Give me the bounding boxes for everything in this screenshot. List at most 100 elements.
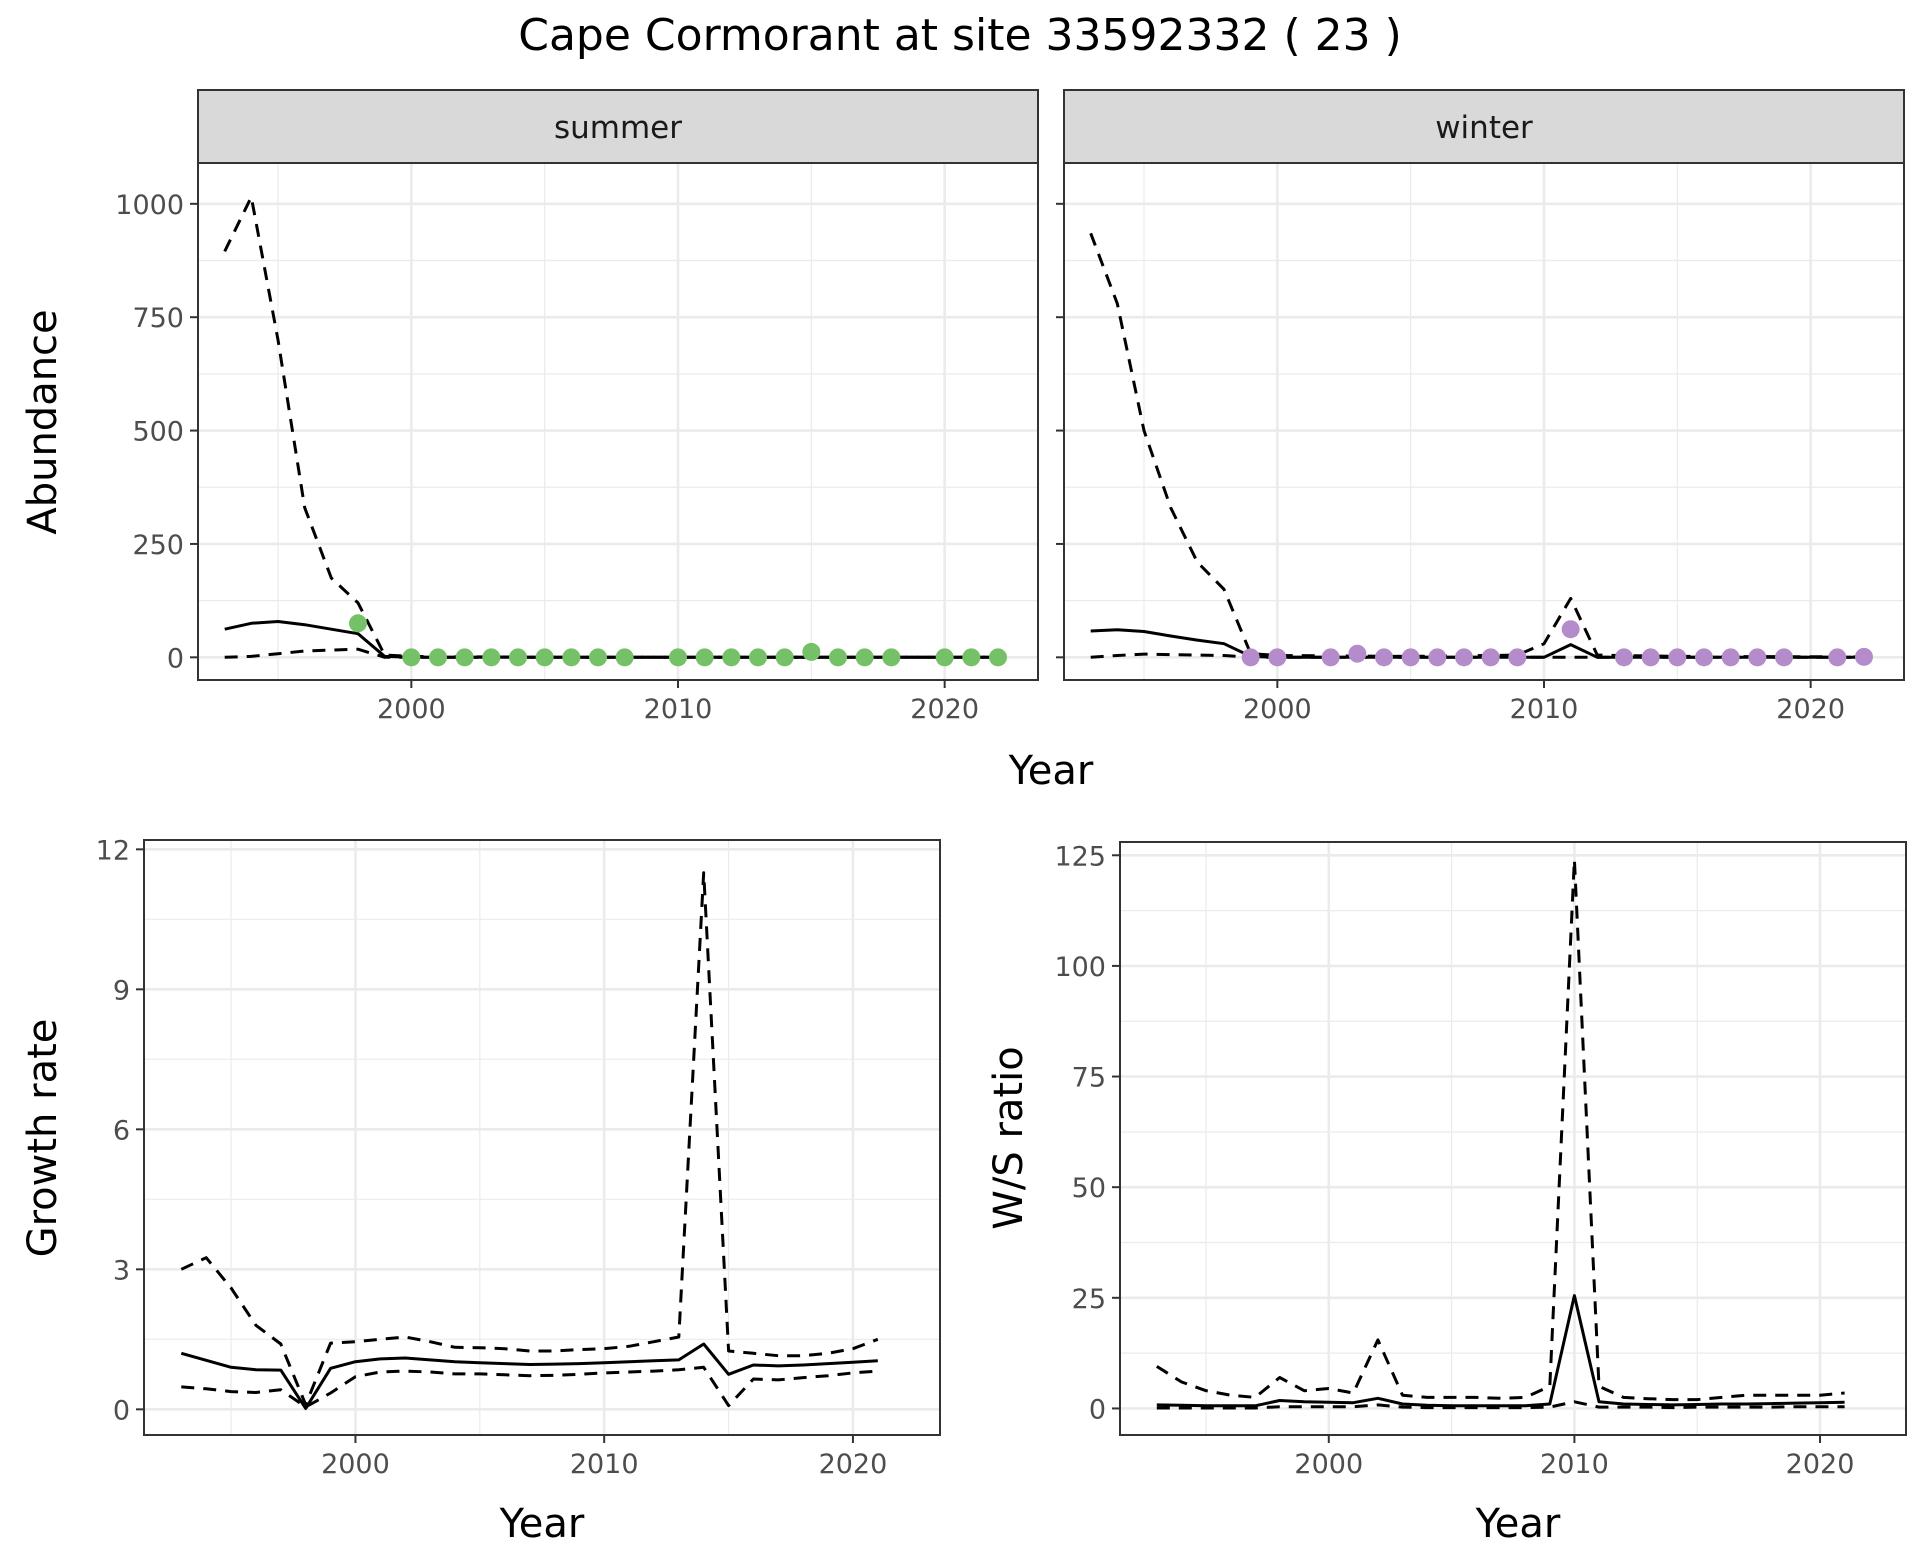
count-point [1401,648,1420,667]
x-tick-label: 2020 [819,1449,888,1480]
count-point [855,648,874,667]
x-axis-title-ratio: Year [1475,1501,1561,1547]
count-point [829,648,847,667]
series-line-estimate [1090,628,1864,659]
series-line-estimate [224,620,998,659]
panel-abundance-winter: winter 2000 2010 2020 [1056,89,1905,725]
count-point [429,648,447,667]
y-tick-label: 125 [1054,841,1106,872]
facet-strip [197,89,1039,164]
panel-border [197,162,1039,681]
y-axis-title-ratio: W/S ratio [986,1046,1032,1229]
y-tick-label: 1000 [115,190,184,221]
count-point [669,648,687,667]
y-tick-label: 12 [96,835,130,866]
count-point [695,648,714,667]
count-point [402,648,421,667]
x-tick-label: 2000 [321,1449,390,1480]
count-point [1561,620,1580,639]
count-point [1428,648,1447,667]
count-point [535,648,554,667]
count-point [1375,648,1393,667]
y-tick-label: 3 [113,1255,130,1286]
count-point [1775,648,1793,667]
y-tick-label: 25 [1072,1284,1106,1315]
count-point [1695,648,1713,667]
panel-abundance-summer: summer 2000 2010 2020 0 250 500 750 1000 [115,89,1039,725]
series-line-lower [1156,1400,1845,1410]
count-point [1668,648,1687,667]
y-tick-label: 100 [1054,952,1106,983]
gridlines [1120,842,1906,1435]
count-point [615,648,634,667]
gridlines [144,840,940,1435]
x-tick-label: 2020 [1786,1449,1855,1480]
series-line-upper [1156,858,1845,1402]
count-point [589,648,607,667]
y-tick-label: 75 [1072,1063,1106,1094]
count-point [775,648,794,667]
facet-label: summer [554,110,682,146]
panel-ratio: 2000 2010 2020 0 25 50 75 100 125 [1054,841,1907,1480]
count-point [1348,644,1367,663]
count-point [1615,648,1633,667]
x-axis-title-growth: Year [499,1501,585,1547]
x-tick-label: 2020 [1776,694,1845,725]
count-point [882,648,901,667]
x-tick-label: 2010 [570,1449,639,1480]
count-point [1241,648,1260,667]
series-line-upper [180,871,879,1407]
y-tick-label: 250 [132,530,184,561]
count-point [802,642,821,661]
count-point [1508,648,1527,667]
count-point [749,648,767,667]
panel-border [1119,841,1907,1436]
y-tick-label: 0 [113,1395,130,1426]
y-tick-label: 0 [167,643,184,674]
x-tick-label: 2000 [1243,694,1312,725]
series-line-upper [223,195,998,659]
y-tick-label: 50 [1072,1173,1106,1204]
panel-border [143,839,941,1436]
x-tick-label: 2010 [644,694,713,725]
panel-growth: 2000 2010 2020 0 3 6 9 12 [96,835,941,1480]
x-tick-label: 2010 [1540,1449,1609,1480]
y-axis-title-growth: Growth rate [20,1019,66,1258]
series-line-upper [1089,232,1865,659]
y-tick-label: 9 [113,975,130,1006]
count-point [562,648,581,667]
y-tick-label: 750 [132,303,184,334]
count-point [1455,648,1473,667]
panel-border [1063,162,1905,681]
count-point [935,648,954,667]
y-tick-label: 500 [132,417,184,448]
series-line-estimate [180,1342,878,1410]
x-axis-title-top: Year [1008,748,1094,794]
count-point [1481,648,1500,667]
gridlines [1064,163,1904,680]
y-tick-label: 6 [113,1115,130,1146]
count-point [509,648,527,667]
count-point [962,648,981,667]
facet-strip [1063,89,1905,164]
x-tick-label: 2000 [1294,1449,1363,1480]
count-point [1268,648,1287,667]
series-line-lower [181,1365,878,1409]
count-point [1641,648,1660,667]
count-point [1855,647,1873,666]
count-point [989,648,1007,667]
count-point [455,648,474,667]
x-tick-label: 2000 [377,694,446,725]
count-point [482,648,501,667]
y-axis-title-abundance: Abundance [20,309,66,534]
count-point [1828,648,1847,667]
count-point [722,648,741,667]
count-point [1721,648,1740,667]
y-tick-label: 0 [1089,1394,1106,1425]
facet-label: winter [1435,110,1533,146]
count-point [349,614,367,633]
count-point [1321,648,1340,667]
x-tick-label: 2020 [910,694,979,725]
